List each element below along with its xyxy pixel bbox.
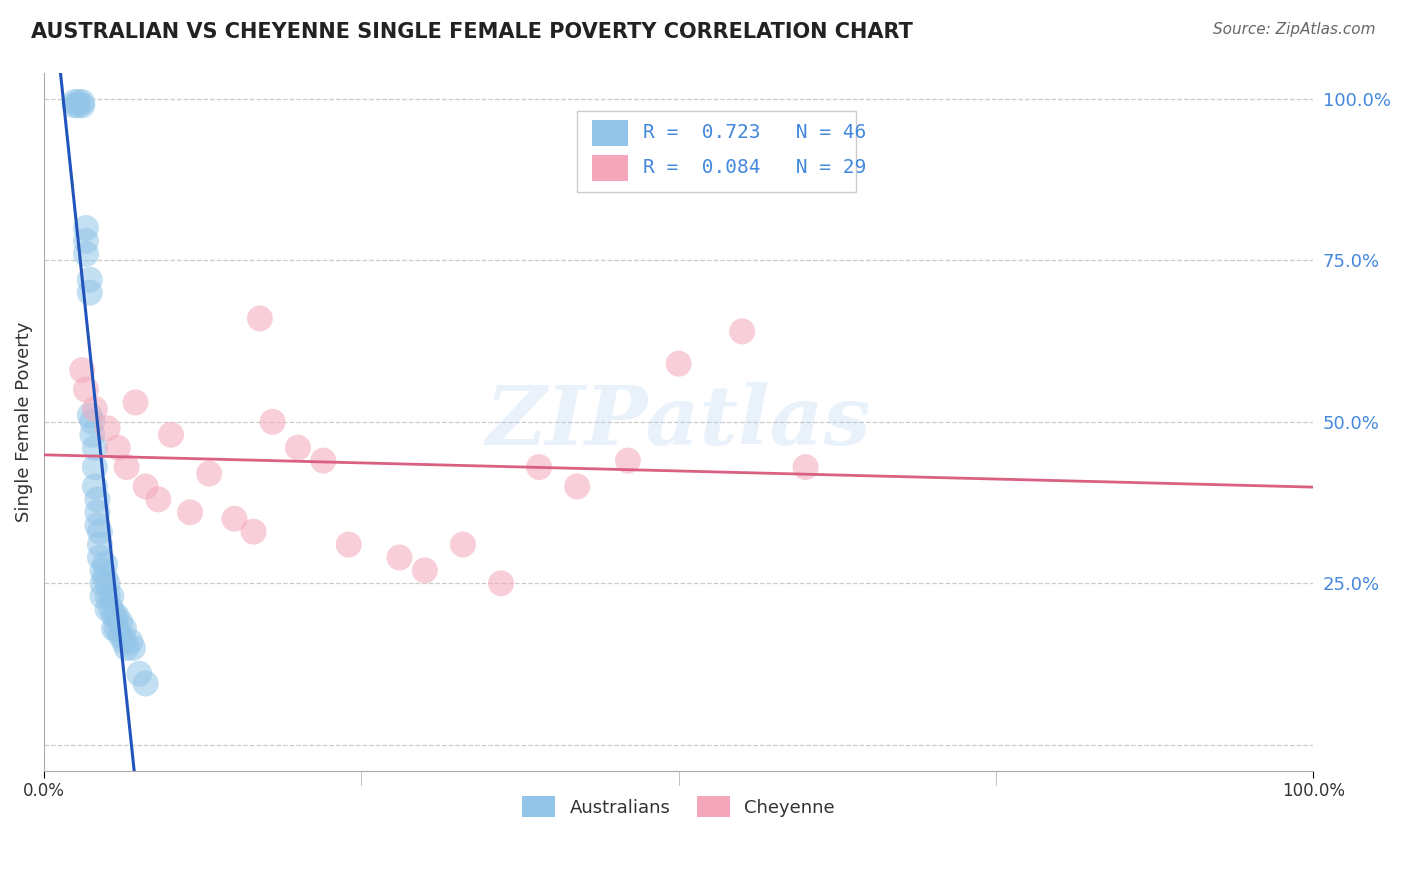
Australians xyxy=(75,234,97,248)
Cheyenne xyxy=(135,479,157,493)
Bar xyxy=(576,112,856,192)
Cheyenne xyxy=(115,460,138,475)
Cheyenne xyxy=(388,550,411,565)
Text: R =  0.723   N = 46: R = 0.723 N = 46 xyxy=(643,123,866,143)
Australians xyxy=(112,622,135,636)
Australians xyxy=(103,608,125,623)
Australians xyxy=(83,479,105,493)
Australians xyxy=(135,676,157,690)
Australians xyxy=(105,622,128,636)
Australians xyxy=(86,492,108,507)
Cheyenne xyxy=(451,538,474,552)
Australians xyxy=(91,563,114,577)
Cheyenne xyxy=(617,453,640,467)
Australians xyxy=(94,570,117,584)
Australians xyxy=(83,460,105,475)
Cheyenne xyxy=(413,563,436,577)
Cheyenne xyxy=(287,441,309,455)
Cheyenne xyxy=(97,421,120,435)
Australians xyxy=(86,505,108,519)
Text: R =  0.084   N = 29: R = 0.084 N = 29 xyxy=(643,159,866,178)
Australians xyxy=(100,589,122,603)
Text: ZIPatlas: ZIPatlas xyxy=(486,382,872,462)
Cheyenne xyxy=(224,512,246,526)
Australians xyxy=(79,273,101,287)
Australians xyxy=(103,622,125,636)
Australians xyxy=(79,285,101,300)
Australians xyxy=(110,628,132,642)
Australians xyxy=(112,634,135,648)
Text: AUSTRALIAN VS CHEYENNE SINGLE FEMALE POVERTY CORRELATION CHART: AUSTRALIAN VS CHEYENNE SINGLE FEMALE POV… xyxy=(31,22,912,42)
Australians xyxy=(120,634,142,648)
Text: Source: ZipAtlas.com: Source: ZipAtlas.com xyxy=(1212,22,1375,37)
Cheyenne xyxy=(249,311,271,326)
Cheyenne xyxy=(731,325,754,339)
Australians xyxy=(97,602,120,616)
Australians xyxy=(75,221,97,235)
Cheyenne xyxy=(489,576,512,591)
Cheyenne xyxy=(75,383,97,397)
Australians xyxy=(91,576,114,591)
Australians xyxy=(122,640,145,655)
Australians xyxy=(82,427,104,442)
Legend: Australians, Cheyenne: Australians, Cheyenne xyxy=(515,789,842,824)
Y-axis label: Single Female Poverty: Single Female Poverty xyxy=(15,322,32,522)
Cheyenne xyxy=(83,401,105,416)
Australians xyxy=(63,95,86,109)
Australians xyxy=(89,550,111,565)
Cheyenne xyxy=(107,441,129,455)
Australians xyxy=(89,524,111,539)
Australians xyxy=(97,589,120,603)
Australians xyxy=(91,589,114,603)
Australians xyxy=(89,538,111,552)
Cheyenne xyxy=(148,492,170,507)
Bar xyxy=(592,120,628,146)
Cheyenne xyxy=(179,505,201,519)
Cheyenne xyxy=(124,395,146,409)
Australians xyxy=(67,95,90,109)
Australians xyxy=(83,441,105,455)
Australians xyxy=(86,518,108,533)
Australians xyxy=(79,409,101,423)
Australians xyxy=(100,602,122,616)
Cheyenne xyxy=(668,357,690,371)
Australians xyxy=(70,95,93,109)
Australians xyxy=(97,576,120,591)
Cheyenne xyxy=(242,524,264,539)
Australians xyxy=(63,98,86,112)
Australians xyxy=(115,640,138,655)
Australians xyxy=(75,247,97,261)
Australians xyxy=(110,615,132,629)
Cheyenne xyxy=(337,538,360,552)
Cheyenne xyxy=(160,427,183,442)
Cheyenne xyxy=(794,460,817,475)
Australians xyxy=(105,608,128,623)
Australians xyxy=(67,98,90,112)
Cheyenne xyxy=(198,467,221,481)
Australians xyxy=(128,666,150,681)
Cheyenne xyxy=(527,460,550,475)
Bar xyxy=(592,154,628,181)
Australians xyxy=(94,557,117,571)
Australians xyxy=(82,415,104,429)
Cheyenne xyxy=(312,453,335,467)
Cheyenne xyxy=(565,479,588,493)
Australians xyxy=(70,98,93,112)
Cheyenne xyxy=(70,363,93,377)
Cheyenne xyxy=(262,415,284,429)
